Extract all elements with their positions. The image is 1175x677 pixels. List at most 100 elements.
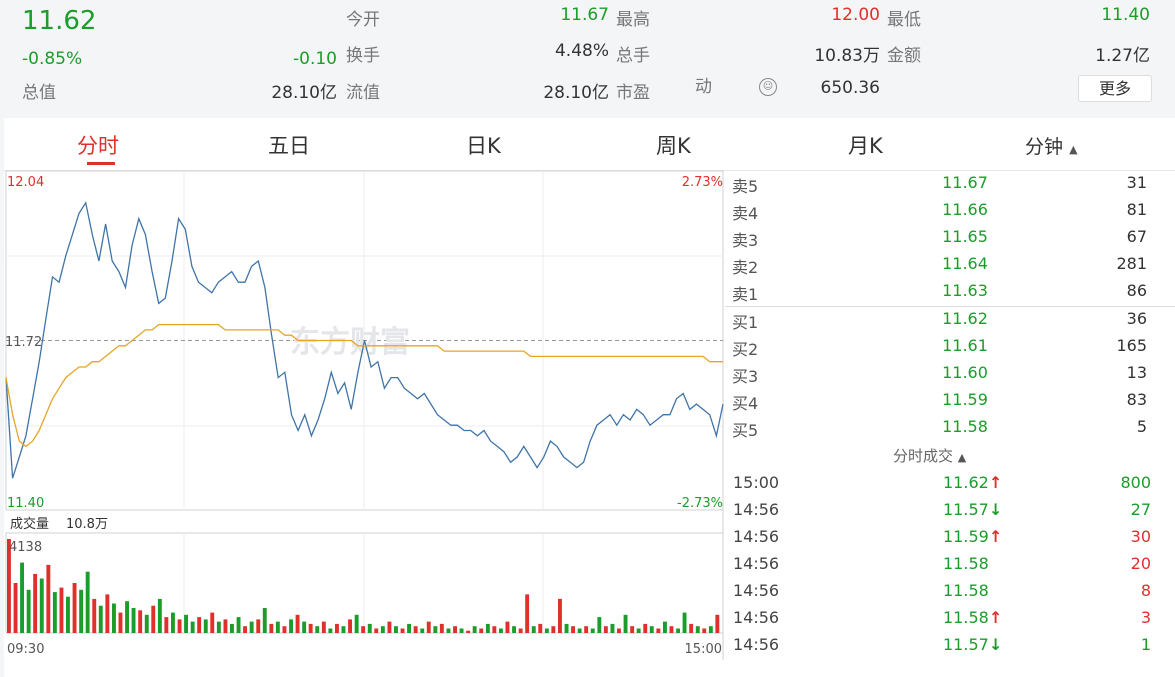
volume-bar bbox=[354, 614, 359, 633]
bid-price: 11.59 bbox=[942, 390, 988, 409]
price-lines bbox=[5, 201, 724, 479]
pct-max-label: 2.73% bbox=[682, 175, 723, 190]
pe-value: 650.36 bbox=[820, 78, 880, 98]
ask-price: 11.64 bbox=[942, 254, 988, 273]
volume-bar bbox=[544, 628, 549, 633]
bid-volume: 83 bbox=[1126, 390, 1147, 409]
volume-bar bbox=[695, 626, 700, 633]
volume-bar bbox=[610, 623, 615, 633]
tab-daily-k[interactable]: 日K bbox=[466, 134, 501, 158]
volume-bar bbox=[538, 623, 543, 633]
amount-label: 金额 bbox=[887, 46, 921, 66]
ask-row: 卖3 11.65 67 bbox=[725, 224, 1151, 251]
ask-label: 卖2 bbox=[732, 258, 759, 277]
bid-row: 买1 11.62 36 bbox=[725, 306, 1151, 333]
low-value: 11.40 bbox=[1101, 5, 1150, 25]
more-button[interactable]: 更多 bbox=[1078, 75, 1152, 102]
trade-row: 14:56 11.58 ↑ 3 bbox=[725, 605, 1151, 632]
volume-total: 10.8万 bbox=[66, 517, 108, 532]
last-price: 11.62 bbox=[22, 6, 97, 36]
volume-bar bbox=[564, 623, 569, 633]
trade-volume: 20 bbox=[1130, 554, 1151, 573]
volume-bar bbox=[505, 621, 510, 633]
ask-row: 卖1 11.63 86 bbox=[725, 278, 1151, 305]
volume-bar bbox=[518, 628, 523, 633]
tab-monthly-k[interactable]: 月K bbox=[848, 134, 883, 158]
caret-up-icon: ▲ bbox=[957, 451, 967, 464]
volume-bar bbox=[79, 589, 84, 633]
ask-label: 卖4 bbox=[732, 204, 759, 223]
volume-bar bbox=[125, 601, 129, 633]
trade-time: 14:56 bbox=[733, 608, 780, 627]
volume-label: 总手 bbox=[616, 46, 650, 66]
trade-volume: 8 bbox=[1140, 581, 1151, 600]
volume-bar bbox=[420, 628, 425, 633]
up-arrow-icon: ↑ bbox=[989, 608, 1003, 627]
volume-bar bbox=[26, 589, 31, 633]
bid-row: 买4 11.59 83 bbox=[725, 387, 1151, 414]
volume-bar bbox=[394, 626, 398, 633]
volume-bar bbox=[400, 628, 405, 633]
trade-row: 14:56 11.58 8 bbox=[725, 578, 1151, 605]
volume-bar bbox=[623, 614, 628, 633]
volume-bar bbox=[112, 603, 116, 633]
volume-bar bbox=[72, 583, 77, 633]
chart-grid bbox=[5, 170, 724, 660]
volume-bar bbox=[131, 608, 136, 633]
trade-row: 14:56 11.57 ↓ 27 bbox=[725, 497, 1151, 524]
volume-bar bbox=[223, 619, 228, 633]
volume-bar bbox=[531, 626, 536, 633]
volume-bar bbox=[230, 623, 234, 633]
volume-bar bbox=[571, 626, 575, 633]
bid-price: 11.58 bbox=[942, 417, 988, 436]
volume-bar bbox=[558, 598, 562, 633]
trades-title[interactable]: 分时成交 ▲ bbox=[893, 445, 966, 466]
tab-minute[interactable]: 分钟 ▲ bbox=[1025, 132, 1078, 159]
pe-suffix: 动 bbox=[695, 77, 712, 97]
volume-bar bbox=[171, 612, 175, 633]
change-pct: -0.85% bbox=[22, 49, 83, 69]
bid-row: 买5 11.58 5 bbox=[725, 414, 1151, 441]
volume-bar bbox=[407, 623, 411, 633]
volume-bar bbox=[689, 623, 694, 633]
volume-max-label: 4138 bbox=[9, 540, 42, 555]
tab-intraday[interactable]: 分时 bbox=[77, 134, 119, 158]
ask-price: 11.65 bbox=[942, 227, 988, 246]
active-tab-indicator bbox=[87, 162, 115, 165]
volume-bar bbox=[426, 621, 431, 633]
volume-bar bbox=[144, 614, 149, 633]
volume-bar bbox=[453, 626, 457, 633]
volume-bar bbox=[551, 626, 556, 633]
average-price-line bbox=[5, 323, 723, 448]
trade-time: 14:56 bbox=[733, 635, 780, 654]
trade-volume: 800 bbox=[1120, 473, 1151, 492]
volume-bar bbox=[295, 614, 300, 633]
volume-bar bbox=[66, 596, 70, 633]
smiley-icon[interactable]: ☺ bbox=[759, 78, 777, 96]
volume-bar bbox=[584, 626, 589, 633]
volume-bar bbox=[663, 621, 667, 633]
ask-row: 卖2 11.64 281 bbox=[725, 251, 1151, 278]
volume-bar bbox=[216, 621, 221, 633]
volume-bar bbox=[577, 628, 582, 633]
trade-time: 14:56 bbox=[733, 554, 780, 573]
volume-bar bbox=[197, 617, 202, 633]
ask-label: 卖3 bbox=[732, 231, 759, 250]
turnover-label: 换手 bbox=[346, 46, 380, 66]
high-label: 最高 bbox=[616, 10, 650, 30]
volume-bar bbox=[105, 594, 110, 633]
bid-volume: 5 bbox=[1136, 417, 1147, 436]
price-ref-label: 11.72 bbox=[5, 335, 42, 350]
volume-bar bbox=[649, 626, 654, 633]
down-arrow-icon: ↓ bbox=[989, 500, 1003, 519]
bid-label: 买2 bbox=[732, 340, 759, 359]
volume-bar bbox=[597, 617, 602, 633]
volume-bar bbox=[341, 626, 346, 633]
volume-bar bbox=[459, 628, 464, 633]
tab-weekly-k[interactable]: 周K bbox=[656, 134, 691, 158]
bid-row: 买2 11.61 165 bbox=[725, 333, 1151, 360]
trade-row: 14:56 11.58 20 bbox=[725, 551, 1151, 578]
bid-price: 11.62 bbox=[942, 309, 988, 328]
tab-five-day[interactable]: 五日 bbox=[268, 134, 310, 158]
